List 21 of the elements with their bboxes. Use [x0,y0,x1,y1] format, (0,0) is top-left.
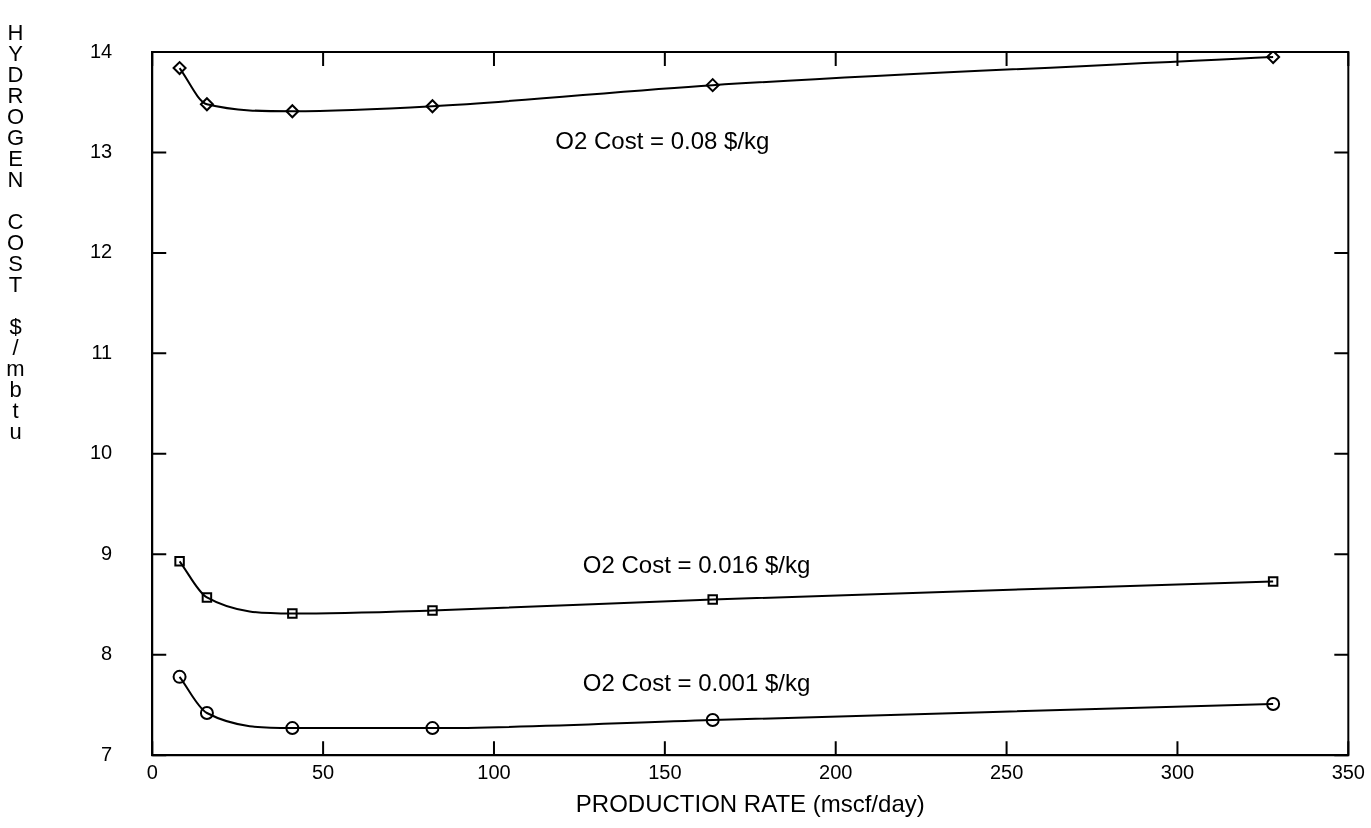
y-axis-title: HYDROGEN COST $/mbtu [3,20,28,440]
x-tick-label: 0 [146,760,158,783]
x-tick-label: 50 [311,760,335,783]
x-tick-label: 100 [477,760,511,783]
y-tick-label: 8 [101,642,113,665]
y-tick-label: 10 [90,441,113,464]
x-tick-label: 200 [819,760,853,783]
series-label: O2 Cost = 0.08 $/kg [555,126,770,154]
series-label: O2 Cost = 0.001 $/kg [582,668,811,696]
x-tick-label: 250 [989,760,1024,783]
x-tick-label: 150 [648,760,682,783]
series-label: O2 Cost = 0.016 $/kg [582,551,811,579]
y-tick-label: 7 [101,742,113,765]
x-axis-title: PRODUCTION RATE (mscf/day) [575,790,925,818]
y-tick-label: 14 [90,39,113,62]
x-tick-label: 300 [1160,760,1195,783]
y-tick-label: 9 [101,541,113,564]
y-tick-label: 12 [90,240,113,263]
y-tick-label: 13 [90,139,113,162]
x-tick-label: 350 [1331,760,1365,783]
y-tick-label: 11 [91,340,113,363]
